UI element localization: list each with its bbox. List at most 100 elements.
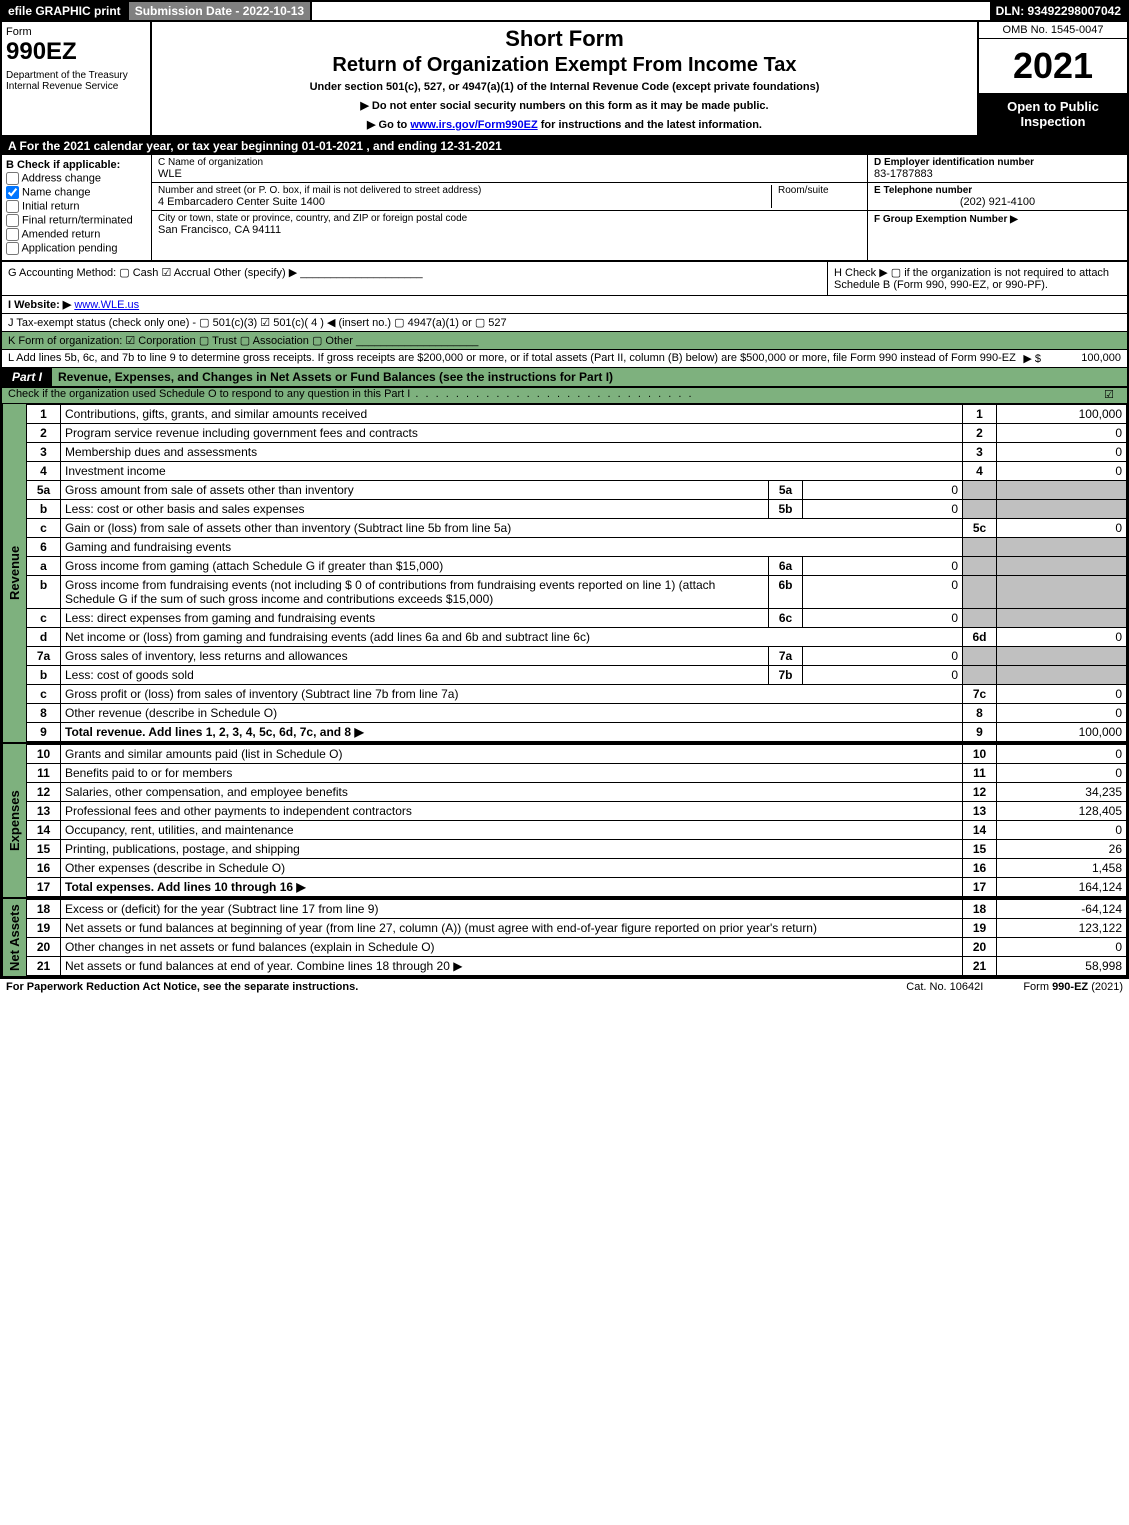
sub-val: 0	[803, 500, 963, 519]
line-desc: Gross income from fundraising events (no…	[61, 576, 769, 609]
sub-num: 6c	[769, 609, 803, 628]
line-21: 21Net assets or fund balances at end of …	[27, 957, 1127, 976]
line-a: aGross income from gaming (attach Schedu…	[27, 557, 1127, 576]
row-a-period: A For the 2021 calendar year, or tax yea…	[0, 137, 1129, 155]
right-val-shade	[997, 481, 1127, 500]
line-num: c	[27, 519, 61, 538]
right-val: 100,000	[997, 723, 1127, 742]
right-num-shade	[963, 557, 997, 576]
right-val: 0	[997, 938, 1127, 957]
right-val: 1,458	[997, 859, 1127, 878]
line-num: d	[27, 628, 61, 647]
right-val: 0	[997, 424, 1127, 443]
section-f: F Group Exemption Number ▶	[868, 211, 1127, 227]
b-checkbox-2[interactable]: Initial return	[6, 200, 147, 213]
right-num: 12	[963, 783, 997, 802]
line-num: 5a	[27, 481, 61, 500]
header-left: Form 990EZ Department of the Treasury In…	[2, 22, 152, 135]
line-desc: Grants and similar amounts paid (list in…	[61, 745, 963, 764]
subtitle-section: Under section 501(c), 527, or 4947(a)(1)…	[156, 81, 973, 93]
section-c-address: Number and street (or P. O. box, if mail…	[152, 183, 867, 211]
line-12: 12Salaries, other compensation, and empl…	[27, 783, 1127, 802]
b-checkbox-3[interactable]: Final return/terminated	[6, 214, 147, 227]
line-desc: Gross income from gaming (attach Schedul…	[61, 557, 769, 576]
b-checkbox-1[interactable]: Name change	[6, 186, 147, 199]
right-num-shade	[963, 666, 997, 685]
right-val: 0	[997, 519, 1127, 538]
sub-val: 0	[803, 557, 963, 576]
line-4: 4Investment income40	[27, 462, 1127, 481]
section-c-wrap: C Name of organization WLE Number and st…	[152, 155, 867, 260]
b-checkbox-4[interactable]: Amended return	[6, 228, 147, 241]
open-public-box: Open to Public Inspection	[979, 93, 1127, 135]
line-desc: Printing, publications, postage, and shi…	[61, 840, 963, 859]
tax-year: 2021	[979, 39, 1127, 93]
line-desc: Contributions, gifts, grants, and simila…	[61, 405, 963, 424]
line-num: a	[27, 557, 61, 576]
right-num: 6d	[963, 628, 997, 647]
line-num: 12	[27, 783, 61, 802]
line-num: 11	[27, 764, 61, 783]
right-val: 0	[997, 764, 1127, 783]
line-desc: Professional fees and other payments to …	[61, 802, 963, 821]
b-checkbox-0[interactable]: Address change	[6, 172, 147, 185]
line-desc: Gross profit or (loss) from sales of inv…	[61, 685, 963, 704]
right-num: 20	[963, 938, 997, 957]
line-desc: Gain or (loss) from sale of assets other…	[61, 519, 963, 538]
right-val-shade	[997, 647, 1127, 666]
right-val: 0	[997, 745, 1127, 764]
right-val: 0	[997, 443, 1127, 462]
line-desc: Net income or (loss) from gaming and fun…	[61, 628, 963, 647]
row-g: G Accounting Method: ▢ Cash ☑ Accrual Ot…	[2, 262, 827, 295]
right-num-shade	[963, 481, 997, 500]
b-checkbox-5[interactable]: Application pending	[6, 242, 147, 255]
i-pre: I Website: ▶	[8, 299, 71, 311]
line-num: 16	[27, 859, 61, 878]
line-num: b	[27, 576, 61, 609]
right-val: 0	[997, 685, 1127, 704]
right-num: 15	[963, 840, 997, 859]
form-word: Form	[6, 26, 146, 38]
line-b: bLess: cost or other basis and sales exp…	[27, 500, 1127, 519]
revenue-block: Revenue 1Contributions, gifts, grants, a…	[0, 404, 1129, 744]
row-k: K Form of organization: ☑ Corporation ▢ …	[0, 332, 1129, 350]
line-desc: Occupancy, rent, utilities, and maintena…	[61, 821, 963, 840]
sub-num: 7a	[769, 647, 803, 666]
revenue-side-label: Revenue	[2, 404, 26, 742]
ein-value: 83-1787883	[874, 168, 1121, 180]
line-num: 18	[27, 900, 61, 919]
org-name: WLE	[158, 168, 861, 180]
line-num: c	[27, 685, 61, 704]
sub-val: 0	[803, 576, 963, 609]
line-desc: Less: direct expenses from gaming and fu…	[61, 609, 769, 628]
efile-label[interactable]: efile GRAPHIC print	[2, 2, 129, 20]
website-link[interactable]: www.WLE.us	[74, 299, 139, 311]
line-num: 13	[27, 802, 61, 821]
right-num: 13	[963, 802, 997, 821]
line-c: cGain or (loss) from sale of assets othe…	[27, 519, 1127, 538]
irs-link[interactable]: www.irs.gov/Form990EZ	[410, 119, 537, 131]
line-desc: Excess or (deficit) for the year (Subtra…	[61, 900, 963, 919]
right-val: 164,124	[997, 878, 1127, 897]
row-i: I Website: ▶ www.WLE.us	[0, 296, 1129, 314]
telephone-value: (202) 921-4100	[874, 196, 1121, 208]
line-desc: Gaming and fundraising events	[61, 538, 963, 557]
right-val: 0	[997, 821, 1127, 840]
section-c-city: City or town, state or province, country…	[152, 211, 867, 238]
line-20: 20Other changes in net assets or fund ba…	[27, 938, 1127, 957]
right-num: 1	[963, 405, 997, 424]
part-i-check: ☑	[1097, 388, 1121, 401]
line-num: 20	[27, 938, 61, 957]
right-num: 5c	[963, 519, 997, 538]
netassets-table: 18Excess or (deficit) for the year (Subt…	[26, 899, 1127, 976]
line-10: 10Grants and similar amounts paid (list …	[27, 745, 1127, 764]
row-j: J Tax-exempt status (check only one) - ▢…	[0, 314, 1129, 332]
right-num: 3	[963, 443, 997, 462]
line-14: 14Occupancy, rent, utilities, and mainte…	[27, 821, 1127, 840]
dept-label: Department of the Treasury Internal Reve…	[6, 70, 146, 92]
right-val-shade	[997, 538, 1127, 557]
section-e: E Telephone number (202) 921-4100	[868, 183, 1127, 211]
top-bar: efile GRAPHIC print Submission Date - 20…	[0, 0, 1129, 22]
sub-val: 0	[803, 666, 963, 685]
line-b: bGross income from fundraising events (n…	[27, 576, 1127, 609]
